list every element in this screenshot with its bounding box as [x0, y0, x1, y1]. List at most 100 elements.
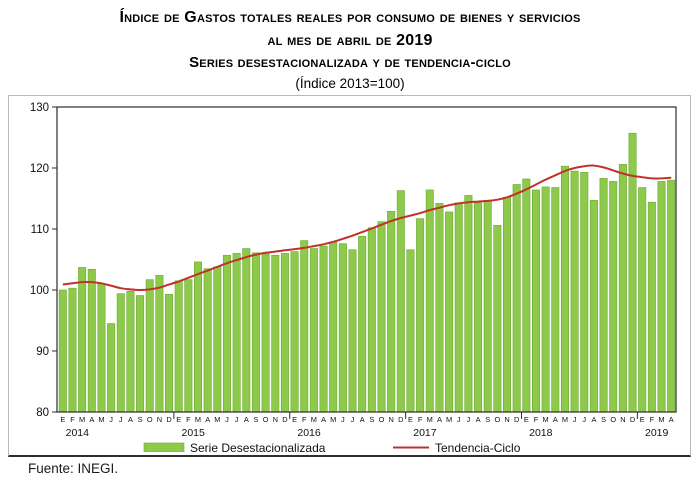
bar — [242, 248, 251, 413]
y-axis-label: 120 — [30, 163, 49, 175]
year-label: 2015 — [182, 427, 206, 439]
month-label: J — [582, 415, 586, 424]
bar — [599, 178, 608, 413]
month-label: N — [504, 415, 509, 424]
bar — [638, 187, 647, 413]
month-label: F — [302, 415, 307, 424]
bar — [580, 171, 589, 413]
bar — [261, 253, 270, 413]
month-label: E — [524, 415, 529, 424]
y-axis-label: 100 — [30, 285, 49, 297]
bar — [425, 189, 434, 413]
bar — [155, 275, 164, 413]
month-label: D — [398, 415, 403, 424]
year-label: 2019 — [645, 427, 669, 439]
month-label: M — [427, 415, 433, 424]
bar — [387, 211, 396, 413]
month-label: J — [109, 415, 113, 424]
bar — [503, 196, 512, 413]
month-label: S — [369, 415, 374, 424]
month-label: S — [601, 415, 606, 424]
month-label: M — [311, 415, 317, 424]
bar — [58, 289, 67, 413]
month-label: M — [330, 415, 336, 424]
bar — [551, 187, 560, 413]
month-label: A — [128, 415, 133, 424]
month-label: A — [89, 415, 94, 424]
month-label: A — [437, 415, 442, 424]
month-label: J — [457, 415, 461, 424]
bar — [493, 225, 502, 413]
month-label: A — [476, 415, 481, 424]
bar — [97, 283, 106, 413]
month-label: O — [147, 415, 153, 424]
month-label: E — [640, 415, 645, 424]
bar — [126, 290, 135, 413]
month-label: F — [186, 415, 191, 424]
bar — [416, 218, 425, 413]
month-label: E — [292, 415, 297, 424]
bar — [203, 268, 212, 413]
bar — [251, 252, 260, 413]
legend-trend-label: Tendencia-Ciclo — [435, 441, 521, 452]
title-line-1: Índice de Gastos totales reales por cons… — [119, 9, 581, 26]
chart-figure-box: 130 120 110 100 90 80 E F M A M J J A S O N D E F M A M J J A S O N D… — [8, 95, 691, 457]
month-label: J — [235, 415, 239, 424]
bar — [570, 170, 579, 413]
bar — [222, 254, 231, 413]
month-label: E — [408, 415, 413, 424]
month-label: A — [321, 415, 326, 424]
y-axis-label: 80 — [36, 407, 49, 419]
month-label: J — [119, 415, 123, 424]
bar — [348, 249, 357, 413]
month-label: A — [205, 415, 210, 424]
bar — [667, 179, 676, 413]
y-axis-label: 130 — [30, 102, 49, 114]
month-label: M — [562, 415, 568, 424]
bar — [377, 221, 386, 413]
bar — [271, 254, 280, 413]
month-label: A — [244, 415, 249, 424]
y-axis: 130 120 110 100 90 80 — [30, 102, 57, 419]
month-label: A — [360, 415, 365, 424]
month-label: D — [630, 415, 635, 424]
bar — [609, 181, 618, 413]
bar — [68, 287, 77, 413]
source-note: Fuente: INEGI. — [28, 461, 119, 476]
bar — [194, 261, 203, 413]
month-label: M — [446, 415, 452, 424]
bar — [184, 279, 193, 413]
legend-series-label: Serie Desestacionalizada — [190, 441, 326, 452]
year-labels: 2014 2015 2016 2017 2018 2019 — [66, 412, 669, 439]
month-label: E — [176, 415, 181, 424]
month-label: M — [195, 415, 201, 424]
bar — [87, 268, 96, 413]
bar — [309, 248, 318, 413]
chart-title-block: Índice de Gastos totales reales por cons… — [0, 6, 700, 93]
bar — [329, 242, 338, 413]
bar — [107, 323, 116, 413]
month-label: F — [534, 415, 539, 424]
month-label: N — [273, 415, 278, 424]
month-label: M — [543, 415, 549, 424]
month-label: O — [379, 415, 385, 424]
bar — [338, 243, 347, 413]
bar — [483, 200, 492, 413]
month-label: E — [60, 415, 65, 424]
year-label: 2018 — [529, 427, 553, 439]
bar — [396, 190, 405, 413]
month-label: D — [514, 415, 519, 424]
bar — [406, 249, 415, 413]
bar — [213, 266, 222, 413]
bar — [290, 251, 299, 413]
year-label: 2017 — [413, 427, 437, 439]
bar — [300, 240, 309, 413]
month-label: S — [253, 415, 258, 424]
bar — [136, 295, 145, 413]
legend-series-swatch — [143, 442, 185, 452]
bar — [358, 236, 367, 413]
month-label: J — [341, 415, 345, 424]
month-label: J — [225, 415, 229, 424]
bar — [464, 195, 473, 413]
